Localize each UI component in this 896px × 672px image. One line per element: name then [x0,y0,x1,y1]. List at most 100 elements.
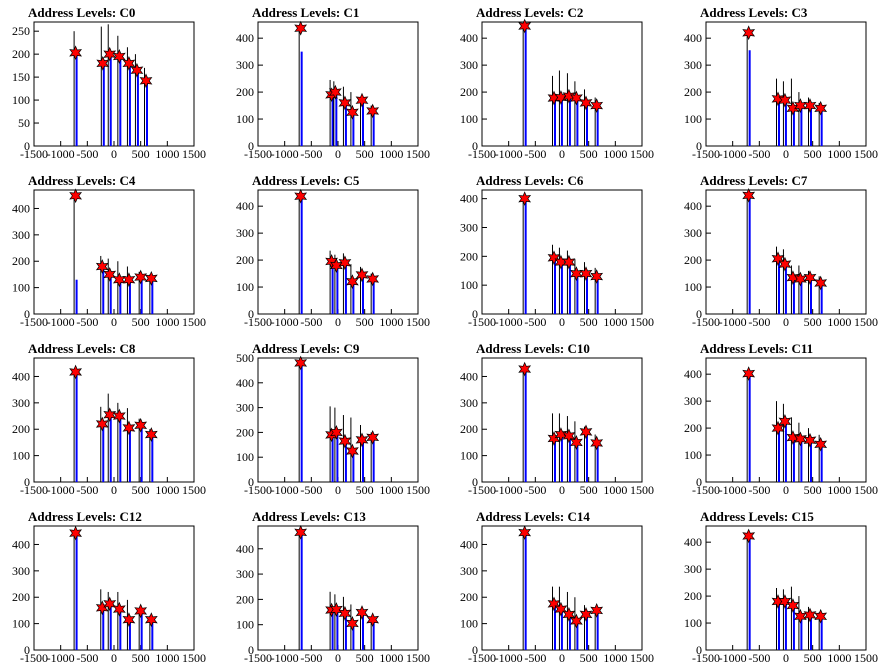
x-tick-label: -500 [524,483,546,497]
y-tick-label: 100 [12,281,30,295]
chart-title: Address Levels: C2 [476,5,583,20]
y-tick-label: 200 [236,85,254,99]
y-tick-label: 400 [460,31,478,45]
x-tick-label: 1500 [406,651,430,665]
level-marker [518,18,532,34]
level-marker [346,443,359,459]
x-tick-label: 1000 [155,483,179,497]
x-tick-label: -500 [524,651,546,665]
level-marker [814,275,828,291]
x-tick-label: 0 [335,483,341,497]
y-tick-label: 100 [236,450,254,464]
level-marker [579,606,593,622]
x-tick-label: -1500 [244,315,272,329]
y-tick-label: 200 [684,589,702,603]
y-tick-label: 300 [236,401,254,415]
x-tick-label: -500 [300,651,322,665]
x-tick-label: 1500 [182,483,206,497]
y-tick-label: 0 [696,307,702,321]
y-tick-label: 50 [18,116,30,130]
y-tick-label: 300 [460,396,478,410]
x-tick-label: 500 [804,483,822,497]
y-tick-label: 400 [236,376,254,390]
level-marker [579,424,593,440]
level-marker [742,25,756,41]
y-tick-label: 0 [472,139,478,153]
chart-panel: Address Levels: C3 0 100 200 300 400 -1500-100… [684,5,878,161]
chart-title: Address Levels: C7 [700,173,808,188]
plot-frame [257,21,419,147]
y-tick-label: 200 [460,85,478,99]
y-tick-label: 200 [684,253,702,267]
chart-panel: Address Levels: C11 0 100 200 300 400 -1500-10… [684,341,878,497]
level-marker [562,428,576,444]
y-tick-label: 300 [684,226,702,240]
y-tick-label: 500 [236,351,254,365]
y-tick-label: 0 [248,307,254,321]
level-marker [554,601,568,617]
x-tick-label: 500 [804,651,822,665]
x-tick-label: 1000 [155,147,179,161]
x-tick-label: -1000 [271,651,299,665]
level-marker [355,605,369,620]
x-tick-label: 1000 [603,483,627,497]
x-tick-label: -500 [76,483,98,497]
y-tick-label: 300 [684,562,702,576]
chart-title: Address Levels: C5 [252,173,360,188]
x-tick-label: 0 [783,651,789,665]
x-tick-label: 1500 [854,147,878,161]
y-tick-label: 200 [236,253,254,267]
chart-panel: Address Levels: C10 0 100 200 300 400 -1500-10… [460,341,654,497]
y-tick-label: 400 [684,535,702,549]
y-tick-label: 100 [460,617,478,631]
y-tick-label: 0 [248,475,254,489]
level-marker [554,254,568,270]
x-tick-label: 1000 [827,651,851,665]
level-marker [562,254,576,270]
y-tick-label: 300 [12,564,30,578]
x-tick-label: -500 [76,147,98,161]
level-marker [814,100,828,116]
level-marker [69,364,82,380]
level-marker [771,251,785,267]
x-tick-label: 1500 [182,147,206,161]
x-tick-label: -500 [300,147,322,161]
x-tick-label: 500 [356,483,374,497]
y-tick-label: 200 [12,590,30,604]
x-tick-label: -1500 [692,651,720,665]
y-tick-label: 0 [696,475,702,489]
level-marker [579,95,593,111]
level-marker [803,432,817,448]
y-tick-label: 100 [460,449,478,463]
chart-title: Address Levels: C9 [252,341,360,356]
x-tick-label: 0 [559,315,565,329]
x-tick-label: 1000 [603,147,627,161]
x-tick-label: -1000 [47,147,75,161]
level-marker [112,49,126,64]
x-tick-label: 500 [356,147,374,161]
y-tick-label: 0 [24,307,30,321]
level-marker [518,361,532,377]
chart-panel: Address Levels: C14 0 100 200 300 400 -1500-10… [460,509,654,665]
y-tick-label: 200 [460,590,478,604]
y-tick-label: 200 [684,421,702,435]
x-tick-label: -500 [748,651,770,665]
y-tick-label: 100 [684,616,702,630]
level-marker [346,274,359,290]
x-tick-label: 1000 [379,483,403,497]
x-tick-label: -1000 [495,147,523,161]
level-marker [69,45,82,61]
x-tick-label: 1500 [854,483,878,497]
level-marker [330,425,343,440]
x-tick-label: 1000 [155,315,179,329]
x-tick-label: 0 [335,147,341,161]
chart-panel: Address Levels: C8 0 100 200 300 400 -1500-100… [12,341,206,497]
y-tick-label: 100 [236,280,254,294]
x-tick-label: -1500 [244,147,272,161]
level-marker [547,250,561,266]
x-tick-label: 1500 [630,483,654,497]
level-marker [786,598,800,613]
y-tick-label: 200 [236,592,254,606]
y-tick-label: 200 [236,425,254,439]
x-tick-label: 0 [783,147,789,161]
